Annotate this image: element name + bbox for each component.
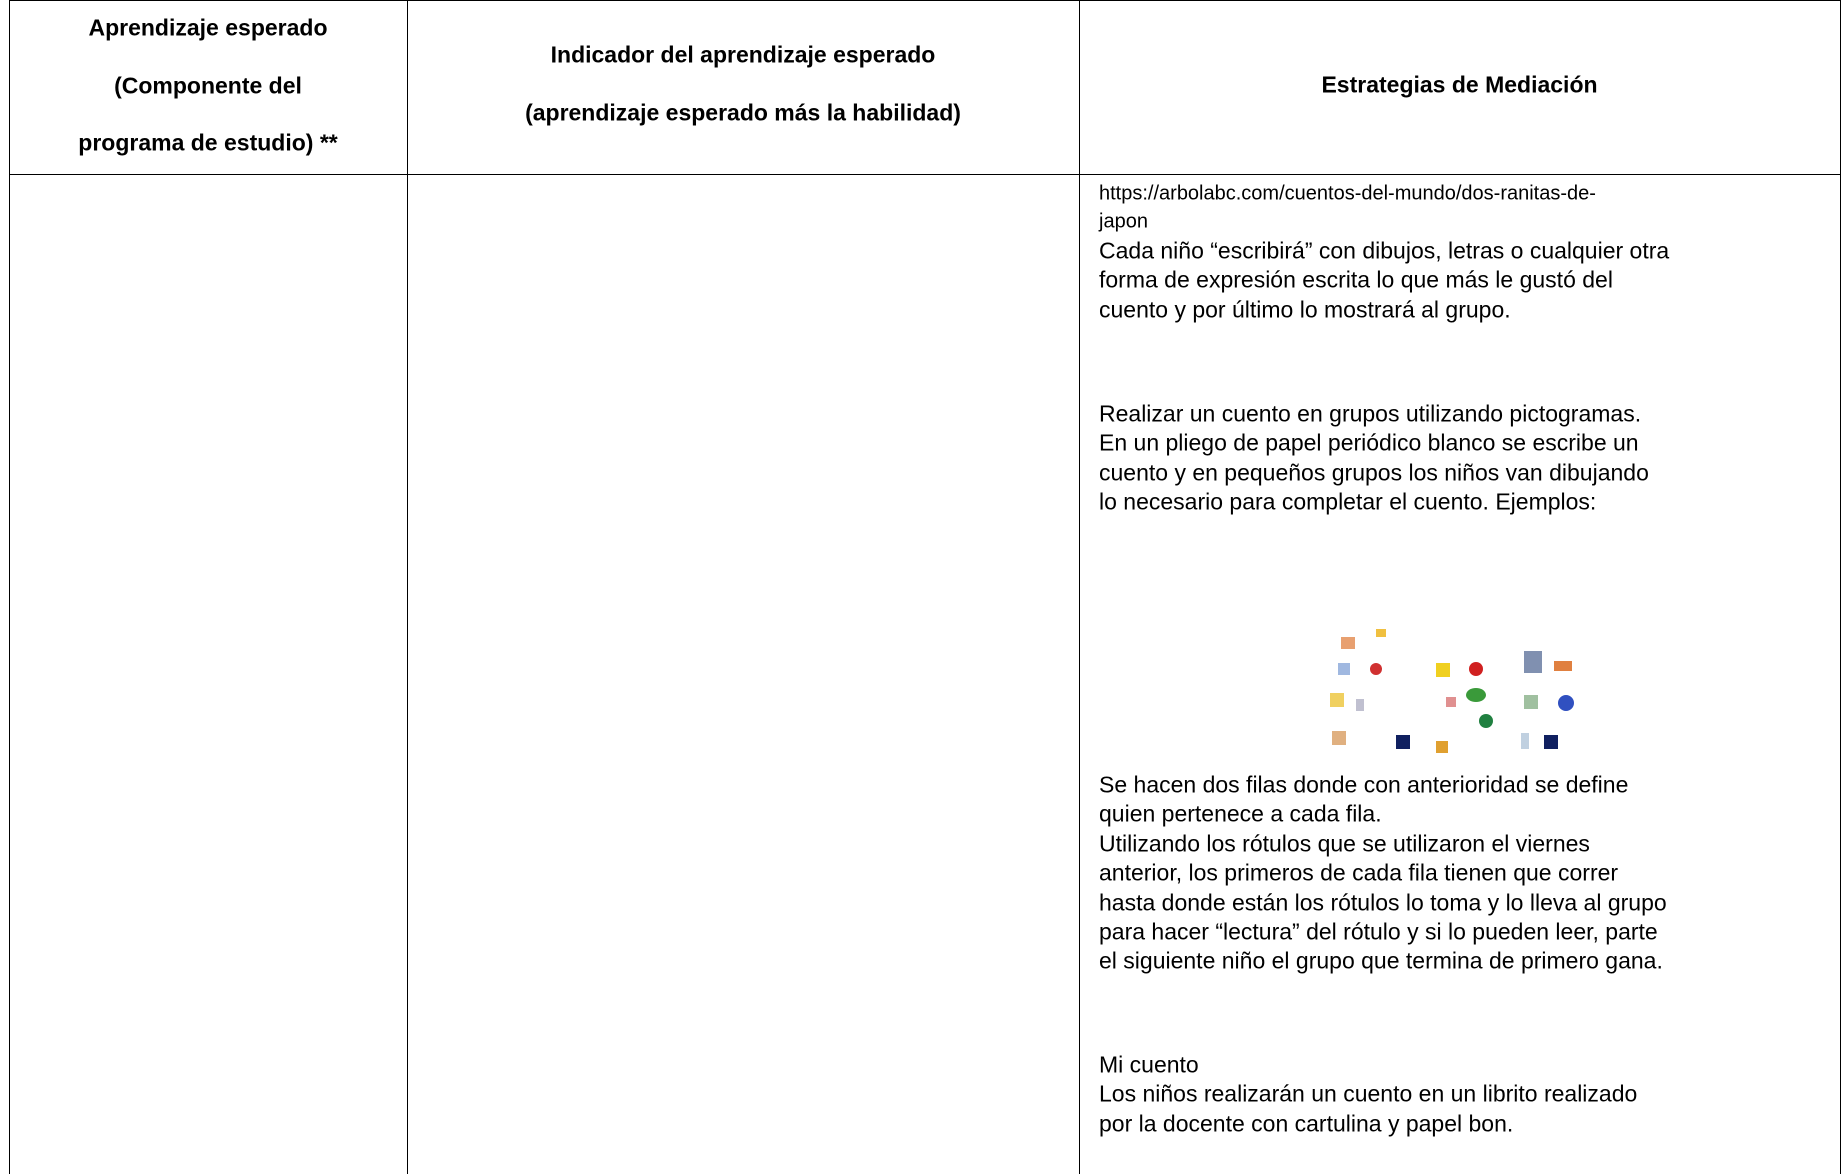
column-header: (Componente del <box>114 72 302 99</box>
paragraph-line: anterior, los primeros de cada fila tien… <box>1099 859 1619 886</box>
paragraph-line: Se hacen dos filas donde con anteriorida… <box>1099 771 1629 798</box>
border <box>1079 0 1080 1174</box>
column-header: Estrategias de Mediación <box>1321 71 1598 98</box>
border <box>9 0 10 1174</box>
paragraph-line: Mi cuento <box>1099 1051 1199 1078</box>
paragraph-line: el siguiente niño el grupo que termina d… <box>1099 947 1663 974</box>
border <box>9 0 1841 1</box>
paragraph-line: En un pliego de papel periódico blanco s… <box>1099 429 1639 456</box>
paragraph-line: Utilizando los rótulos que se utilizaron… <box>1099 830 1590 857</box>
paragraph-line: para hacer “lectura” del rótulo y si lo … <box>1099 918 1658 945</box>
border <box>9 174 1841 175</box>
column-header: (aprendizaje esperado más la habilidad) <box>525 99 961 126</box>
paragraph-line: lo necesario para completar el cuento. E… <box>1099 488 1597 515</box>
border <box>1840 0 1841 1174</box>
paragraph-line: cuento y en pequeños grupos los niños va… <box>1099 459 1649 486</box>
link-text: japon <box>1099 210 1148 233</box>
paragraph-line: cuento y por último lo mostrará al grupo… <box>1099 296 1511 323</box>
paragraph-line: por la docente con cartulina y papel bon… <box>1099 1110 1514 1137</box>
column-header: Indicador del aprendizaje esperado <box>550 41 936 68</box>
link-text: https://arbolabc.com/cuentos-del-mundo/d… <box>1099 182 1596 205</box>
paragraph-line: hasta donde están los rótulos lo toma y … <box>1099 889 1667 916</box>
column-header: Aprendizaje esperado <box>88 14 328 41</box>
paragraph-line: Cada niño “escribirá” con dibujos, letra… <box>1099 237 1670 264</box>
paragraph-line: quien pertenece a cada fila. <box>1099 800 1382 827</box>
pictogram-example-image <box>1316 623 1586 765</box>
paragraph-line: Los niños realizarán un cuento en un lib… <box>1099 1080 1638 1107</box>
paragraph-line: Realizar un cuento en grupos utilizando … <box>1099 400 1642 427</box>
column-header: programa de estudio) ** <box>78 129 338 156</box>
border <box>407 0 408 1174</box>
paragraph-line: forma de expresión escrita lo que más le… <box>1099 266 1613 293</box>
